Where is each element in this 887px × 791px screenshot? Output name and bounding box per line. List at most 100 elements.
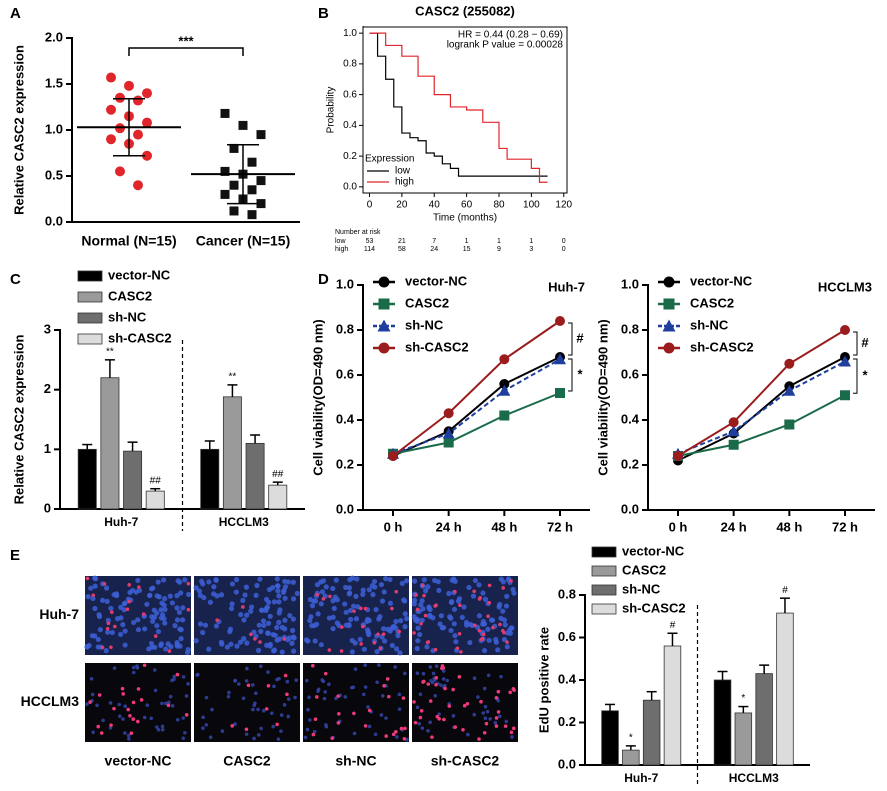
column-label: CASC2: [223, 753, 271, 769]
cell: [465, 701, 470, 706]
cell: [423, 588, 429, 594]
cell: [121, 601, 127, 607]
data-point: [220, 189, 230, 199]
y-tick-label: 0.8: [336, 321, 354, 336]
cell: [378, 581, 385, 588]
cell: [486, 637, 492, 643]
cell: [256, 707, 260, 712]
cell: [245, 666, 249, 671]
data-point: [115, 166, 125, 177]
cell: [85, 702, 89, 706]
cell: [266, 684, 271, 688]
x-tick-label: 20: [396, 200, 408, 211]
cell: [330, 598, 336, 604]
x-tick-label: Huh-7: [104, 515, 138, 529]
cell: [327, 648, 332, 652]
legend-label: sh-NC: [690, 317, 729, 332]
data-point: [229, 206, 239, 216]
cell: [480, 621, 486, 627]
y-tick-label: 0.2: [336, 456, 354, 471]
cell: [363, 724, 368, 728]
risk-value: 114: [364, 246, 375, 253]
cell: [156, 728, 161, 732]
cell: [402, 736, 407, 741]
legend-marker: [378, 298, 390, 310]
cell: [385, 677, 390, 681]
y-tick-label: 0.4: [558, 671, 577, 686]
cell: [127, 583, 131, 587]
cell: [290, 634, 297, 640]
cell: [136, 719, 140, 724]
legend-label: sh-CASC2: [622, 600, 686, 615]
bar: [776, 612, 794, 766]
cell: [434, 664, 439, 668]
cell: [178, 635, 184, 642]
cell: [354, 576, 360, 582]
cell: [412, 631, 416, 635]
cell: [309, 603, 316, 609]
cell: [411, 601, 417, 607]
y-tick-label: 0.5: [45, 167, 63, 182]
cell: [484, 721, 489, 726]
cell: [153, 634, 158, 638]
cell: [266, 586, 273, 593]
cell: [323, 584, 329, 590]
cell: [323, 690, 328, 694]
cell: [462, 703, 467, 708]
cell: [331, 605, 337, 611]
cell: [346, 591, 352, 597]
cell: [449, 577, 455, 583]
cell: [347, 607, 354, 614]
cell: [264, 707, 269, 711]
cell: [181, 736, 186, 740]
data-point: [783, 384, 796, 396]
cell: [105, 626, 110, 631]
cell: [387, 600, 394, 606]
cell: [357, 636, 363, 643]
cell: [423, 613, 428, 618]
cell: [282, 595, 288, 601]
cell: [397, 629, 402, 634]
bar: [622, 749, 640, 766]
y-axis-label: Cell viability(OD=490 nm): [310, 319, 325, 475]
y-tick-label: 0.0: [336, 501, 354, 516]
x-tick-label: 24 h: [721, 519, 747, 534]
legend-swatch: [77, 291, 103, 303]
data-point: [106, 104, 116, 115]
cell: [306, 707, 310, 712]
cell: [312, 729, 317, 734]
significance-bracket: [128, 47, 244, 56]
y-tick-label: 0.0: [45, 213, 63, 228]
cell: [397, 692, 402, 697]
cell: [403, 615, 410, 622]
cell: [453, 589, 457, 594]
cell: [155, 579, 161, 585]
cell: [253, 637, 257, 641]
cell: [415, 705, 420, 710]
y-tick-label: 0.4: [343, 120, 357, 131]
cell: [486, 673, 491, 678]
legend-title: Expression: [365, 154, 414, 165]
y-tick-label: 1.0: [621, 276, 639, 291]
cell: [294, 678, 298, 682]
cell: [158, 642, 164, 648]
bar: [755, 673, 773, 766]
cell: [275, 588, 281, 594]
data-point: [256, 176, 266, 186]
cell: [472, 712, 477, 717]
data-point: [229, 180, 239, 190]
cell: [290, 579, 296, 585]
y-tick-label: 0.4: [336, 411, 355, 426]
cell: [251, 683, 255, 687]
cell: [398, 618, 404, 624]
cell: [287, 612, 293, 619]
significance-label: ##: [150, 475, 162, 486]
cell: [442, 717, 446, 722]
cell: [96, 612, 102, 618]
column-label: sh-NC: [335, 753, 376, 769]
cell: [181, 675, 186, 679]
cell: [86, 642, 92, 649]
cell: [271, 724, 275, 729]
cell: [294, 590, 300, 597]
cell: [445, 678, 450, 683]
